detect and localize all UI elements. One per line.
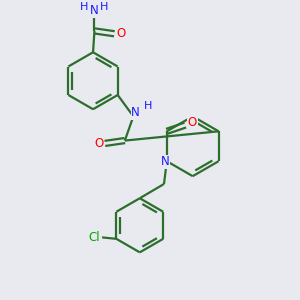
Text: O: O <box>116 27 125 40</box>
Text: N: N <box>131 106 140 119</box>
Text: N: N <box>90 4 99 17</box>
Text: H: H <box>144 101 152 111</box>
Text: Cl: Cl <box>88 231 100 244</box>
Text: N: N <box>161 155 170 168</box>
Text: O: O <box>94 137 103 150</box>
Text: H: H <box>100 2 109 12</box>
Text: H: H <box>80 2 89 12</box>
Text: O: O <box>188 116 197 129</box>
